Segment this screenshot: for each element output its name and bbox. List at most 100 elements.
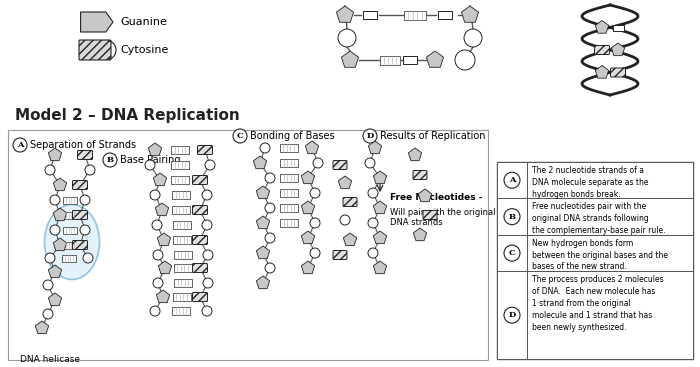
Bar	[171, 146, 189, 154]
FancyBboxPatch shape	[193, 206, 207, 214]
Circle shape	[203, 278, 213, 288]
Bar	[279, 144, 298, 152]
FancyBboxPatch shape	[197, 145, 213, 155]
Circle shape	[363, 129, 377, 143]
Text: A: A	[509, 176, 515, 184]
Circle shape	[80, 225, 90, 235]
Bar	[497, 235, 693, 271]
Text: Results of Replication: Results of Replication	[380, 131, 486, 141]
Text: C: C	[509, 249, 515, 257]
Bar	[171, 176, 189, 184]
Text: The process produces 2 molecules
of DNA.  Each new molecule has
1 strand from th: The process produces 2 molecules of DNA.…	[532, 275, 664, 331]
Text: C: C	[237, 132, 244, 140]
Circle shape	[145, 160, 155, 170]
Circle shape	[45, 253, 55, 263]
Bar	[174, 279, 192, 287]
Text: New hydrogen bonds form
between the original bases and the
bases of the new stra: New hydrogen bonds form between the orig…	[532, 239, 668, 272]
Polygon shape	[343, 233, 357, 246]
FancyBboxPatch shape	[73, 211, 88, 219]
Circle shape	[13, 138, 27, 152]
Bar	[63, 211, 77, 218]
Text: Free Nucleotides -: Free Nucleotides -	[390, 193, 482, 202]
Text: Will pair with the original
DNA strands: Will pair with the original DNA strands	[390, 208, 496, 228]
Circle shape	[202, 220, 212, 230]
Polygon shape	[373, 171, 386, 184]
Circle shape	[340, 215, 350, 225]
Polygon shape	[426, 51, 444, 67]
Bar	[497, 162, 693, 199]
Bar	[497, 271, 693, 359]
Bar	[403, 56, 417, 64]
Polygon shape	[153, 173, 167, 186]
Polygon shape	[373, 261, 386, 274]
Bar	[63, 226, 77, 233]
Bar	[8, 130, 488, 360]
Bar	[172, 191, 190, 199]
Text: D: D	[366, 132, 374, 140]
Bar	[280, 159, 298, 167]
Bar	[280, 204, 298, 212]
Circle shape	[153, 278, 163, 288]
FancyBboxPatch shape	[73, 181, 88, 189]
FancyBboxPatch shape	[193, 236, 207, 244]
Text: B: B	[106, 156, 113, 164]
Circle shape	[338, 29, 356, 47]
Bar	[612, 25, 624, 30]
Text: Cytosine: Cytosine	[120, 45, 169, 55]
Circle shape	[205, 160, 215, 170]
Text: Guanine: Guanine	[120, 17, 167, 27]
Text: DNA helicase: DNA helicase	[20, 355, 80, 364]
Circle shape	[150, 190, 160, 200]
Bar	[404, 11, 426, 19]
Polygon shape	[148, 143, 162, 156]
FancyBboxPatch shape	[610, 68, 626, 77]
Polygon shape	[408, 148, 421, 161]
FancyBboxPatch shape	[193, 264, 207, 273]
Circle shape	[455, 50, 475, 70]
Circle shape	[265, 263, 275, 273]
Circle shape	[265, 203, 275, 213]
FancyBboxPatch shape	[193, 292, 207, 302]
Bar	[438, 11, 452, 19]
Ellipse shape	[45, 204, 99, 280]
Circle shape	[85, 165, 95, 175]
Circle shape	[265, 233, 275, 243]
Text: A: A	[17, 141, 23, 149]
Polygon shape	[80, 12, 113, 32]
Text: Model 2 – DNA Replication: Model 2 – DNA Replication	[15, 108, 239, 123]
Circle shape	[368, 248, 378, 258]
Polygon shape	[35, 321, 49, 334]
Circle shape	[150, 306, 160, 316]
Circle shape	[310, 248, 320, 258]
Polygon shape	[461, 6, 479, 22]
Circle shape	[265, 173, 275, 183]
Polygon shape	[301, 171, 315, 184]
Polygon shape	[53, 178, 66, 191]
Polygon shape	[338, 176, 351, 189]
Circle shape	[260, 143, 270, 153]
Circle shape	[43, 309, 53, 319]
Text: Free nucleotides pair with the
original DNA strands following
the complementary-: Free nucleotides pair with the original …	[532, 203, 666, 235]
Circle shape	[83, 253, 93, 263]
Bar	[172, 206, 190, 214]
Polygon shape	[256, 186, 270, 199]
Text: Separation of Strands: Separation of Strands	[30, 140, 136, 150]
Polygon shape	[611, 43, 624, 56]
FancyBboxPatch shape	[333, 160, 347, 170]
FancyBboxPatch shape	[413, 171, 427, 179]
Bar	[497, 162, 693, 359]
Polygon shape	[48, 293, 62, 306]
Polygon shape	[256, 216, 270, 229]
Circle shape	[50, 195, 60, 205]
Bar	[63, 241, 77, 248]
Circle shape	[310, 188, 320, 198]
Circle shape	[368, 188, 378, 198]
Circle shape	[504, 245, 520, 261]
FancyBboxPatch shape	[594, 46, 610, 55]
Bar	[171, 161, 189, 169]
Polygon shape	[48, 265, 62, 278]
FancyBboxPatch shape	[423, 211, 437, 219]
Polygon shape	[53, 238, 66, 251]
FancyBboxPatch shape	[193, 175, 207, 185]
Circle shape	[310, 218, 320, 228]
